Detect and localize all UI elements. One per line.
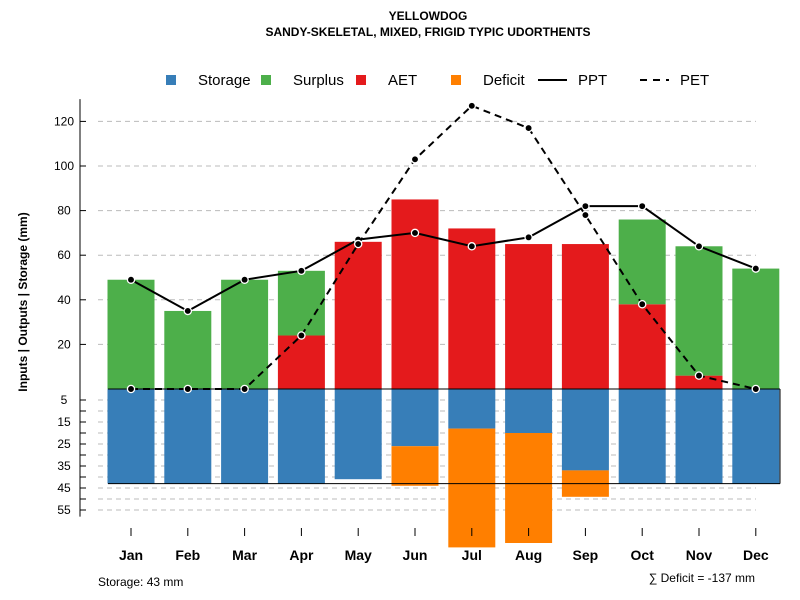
point-pet-may — [353, 239, 363, 249]
bar-storage-feb — [164, 389, 212, 484]
y-tick-label-lower-15: 15 — [57, 415, 71, 429]
legend-label-aet: AET — [388, 72, 417, 89]
y-tick-label-80: 80 — [57, 204, 71, 218]
legend-swatch-surplus — [261, 75, 271, 85]
bar-storage-may — [334, 389, 382, 480]
bar-storage-aug — [505, 389, 553, 433]
point-ppt-oct — [637, 201, 647, 211]
point-ppt-sep — [581, 201, 590, 211]
chart-subtitle: SANDY-SKELETAL, MIXED, FRIGID TYPIC UDOR… — [265, 25, 590, 39]
point-pet-nov — [694, 371, 704, 380]
bar-surplus-dec — [732, 268, 780, 389]
lines — [126, 101, 761, 394]
bar-aet-oct — [618, 304, 666, 389]
x-tick-label-jan: Jan — [119, 547, 143, 563]
storage-note: Storage: 43 mm — [98, 575, 183, 589]
point-ppt-aug — [524, 233, 533, 242]
x-tick-label-mar: Mar — [232, 547, 257, 563]
bar-storage-jul — [448, 389, 496, 429]
point-ppt-dec — [751, 264, 761, 273]
point-pet-feb — [183, 384, 193, 394]
point-pet-jul — [467, 101, 477, 111]
y-axis-label: Inputs | Outputs | Storage (mm) — [16, 212, 30, 391]
bars — [107, 199, 781, 548]
legend-swatch-storage — [166, 75, 176, 85]
point-pet-jan — [126, 384, 136, 394]
bar-surplus-nov — [675, 246, 723, 376]
chart-title: YELLOWDOG — [389, 9, 468, 23]
bar-storage-sep — [561, 389, 609, 471]
bar-storage-dec — [732, 389, 780, 484]
bar-aet-apr — [277, 335, 325, 389]
y-tick-label-lower-45: 45 — [57, 481, 71, 495]
y-tick-label-40: 40 — [57, 293, 71, 307]
y-tick-label-lower-25: 25 — [57, 437, 71, 451]
bar-storage-jun — [391, 389, 439, 447]
point-ppt-apr — [297, 266, 306, 276]
line-ppt — [130, 205, 757, 313]
bar-deficit-jun — [391, 446, 439, 486]
bar-storage-jan — [107, 389, 155, 484]
x-tick-label-sep: Sep — [573, 547, 599, 563]
bar-surplus-feb — [164, 310, 212, 389]
bar-deficit-aug — [505, 433, 553, 543]
y-tick-label-60: 60 — [57, 248, 71, 262]
point-pet-aug — [524, 123, 533, 133]
point-pet-oct — [637, 300, 647, 309]
x-tick-label-jun: Jun — [403, 547, 428, 563]
point-ppt-mar — [240, 275, 249, 284]
legend-swatch-deficit — [451, 75, 461, 85]
bar-surplus-apr — [277, 270, 325, 336]
axes: 20 40 60 80 100 120 5 15 25 35 45 55 Jan Feb Mar Apr May… — [54, 99, 769, 563]
bar-storage-oct — [618, 389, 666, 484]
bar-aet-jul — [448, 228, 496, 389]
point-ppt-jun — [410, 228, 420, 238]
legend-label-deficit: Deficit — [483, 72, 526, 89]
bar-aet-may — [334, 241, 382, 389]
y-tick-label-lower-35: 35 — [57, 459, 71, 473]
x-tick-label-apr: Apr — [289, 547, 314, 563]
x-tick-label-feb: Feb — [175, 547, 200, 563]
y-tick-label-100: 100 — [54, 159, 74, 173]
x-tick-label-dec: Dec — [743, 547, 769, 563]
bar-storage-apr — [277, 389, 325, 484]
x-tick-label-may: May — [345, 547, 372, 563]
point-ppt-jan — [126, 275, 136, 284]
deficit-note: ∑ Deficit = -137 mm — [649, 571, 755, 585]
legend-label-pet: PET — [680, 72, 709, 89]
point-pet-mar — [240, 384, 249, 394]
point-ppt-feb — [183, 306, 193, 316]
x-tick-label-oct: Oct — [631, 547, 655, 563]
x-tick-label-aug: Aug — [515, 547, 542, 563]
y-tick-label-20: 20 — [57, 337, 71, 351]
bar-deficit-jul — [448, 428, 496, 548]
point-pet-jun — [410, 155, 420, 164]
bar-aet-sep — [561, 244, 609, 389]
bar-surplus-oct — [618, 219, 666, 305]
point-ppt-jul — [467, 242, 477, 251]
point-ppt-nov — [694, 242, 704, 251]
y-tick-label-lower-55: 55 — [57, 503, 71, 517]
bar-surplus-jan — [107, 279, 155, 389]
bar-aet-jun — [391, 199, 439, 389]
bar-aet-aug — [505, 244, 553, 389]
bar-storage-nov — [675, 389, 723, 484]
point-pet-apr — [297, 331, 306, 340]
legend-label-storage: Storage — [198, 72, 251, 89]
x-tick-label-jul: Jul — [462, 547, 482, 563]
bar-surplus-mar — [221, 279, 269, 389]
point-pet-sep — [581, 210, 590, 220]
legend-swatch-aet — [356, 75, 366, 85]
x-tick-label-nov: Nov — [686, 547, 713, 563]
point-pet-dec — [751, 384, 761, 394]
legend-label-ppt: PPT — [578, 72, 607, 89]
y-tick-label-lower-5: 5 — [61, 393, 68, 407]
legend-label-surplus: Surplus — [293, 72, 344, 89]
bar-storage-mar — [221, 389, 269, 484]
y-tick-label-120: 120 — [54, 114, 74, 128]
legend: Storage Surplus AET Deficit PPT PET — [166, 72, 709, 89]
